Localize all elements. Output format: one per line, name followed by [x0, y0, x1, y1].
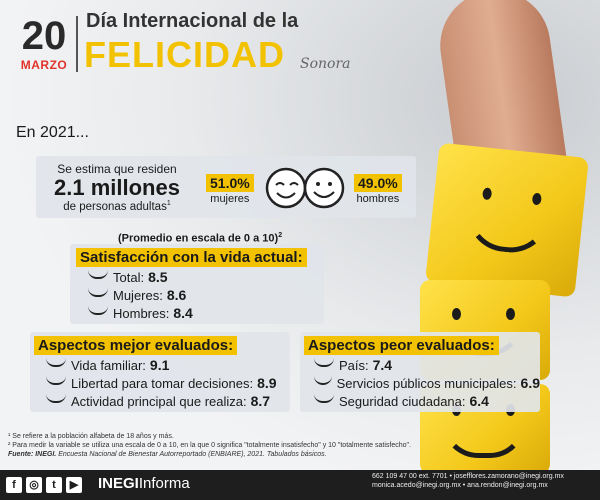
smile-bullet-icon — [88, 288, 108, 297]
list-item: Servicios públicos municipales: 6.9 — [314, 375, 540, 391]
list-item: Actividad principal que realiza: 8.7 — [46, 393, 290, 409]
population-panel: Se estima que residen 2.1 millones de pe… — [36, 156, 416, 218]
footnote-2: ² Para medir la variable se utiliza una … — [8, 442, 411, 449]
twitter-icon[interactable]: t — [46, 477, 62, 493]
list-item: Libertad para tomar decisiones: 8.9 — [46, 375, 290, 391]
women-label: mujeres — [210, 193, 250, 205]
list-item: Hombres: 8.4 — [88, 305, 324, 321]
title-line-1: Día Internacional de la — [86, 10, 299, 32]
smile-bullet-icon — [46, 394, 66, 403]
men-label: hombres — [356, 193, 400, 205]
satisfaction-title: Satisfacción con la vida actual: — [76, 248, 307, 267]
title-subtitle: Sonora — [300, 56, 351, 72]
inegi-informa-logo: INEGIInforma — [98, 475, 190, 492]
smile-bullet-icon — [88, 306, 108, 315]
population-line-1: Se estima que residen — [57, 162, 177, 176]
men-percent: 49.0% — [354, 174, 402, 192]
happy-faces-icon — [264, 166, 354, 210]
list-item: País: 7.4 — [314, 357, 540, 373]
smile-bullet-icon — [46, 376, 66, 385]
scale-note: (Promedio en escala de 0 a 10)2 — [118, 232, 283, 245]
satisfaction-panel: Satisfacción con la vida actual: Total: 8… — [70, 244, 324, 324]
footer-bar: f ◎ t ▶ INEGIInforma 662 109 47 00 ext. … — [0, 470, 600, 500]
event-date: 20 MARZO — [14, 16, 74, 72]
list-item: Vida familiar: 9.1 — [46, 357, 290, 373]
footnote-1: ¹ Se refiere a la población alfabeta de … — [8, 433, 174, 440]
facebook-icon[interactable]: f — [6, 477, 22, 493]
smile-bullet-icon — [314, 358, 334, 367]
women-percent: 51.0% — [206, 174, 254, 192]
contact-line-2: monica.acedo@inegi.org.mx • ana.rendon@i… — [372, 482, 548, 489]
men-share: 49.0% hombres — [354, 174, 402, 205]
population-text: Se estima que residen 2.1 millones de pe… — [42, 162, 192, 213]
youtube-icon[interactable]: ▶ — [66, 477, 82, 493]
worst-aspects-panel: Aspectos peor evaluados: País: 7.4 Servic… — [300, 332, 540, 412]
list-item: Seguridad ciudadana: 6.4 — [314, 393, 540, 409]
population-amount: 2.1 millones — [54, 175, 180, 200]
event-day: 20 — [21, 14, 67, 58]
population-line-3: de personas adultas1 — [63, 200, 171, 213]
list-item: Mujeres: 8.6 — [88, 287, 324, 303]
header-divider — [76, 16, 78, 72]
source-note: Fuente: INEGI. Encuesta Nacional de Bien… — [8, 451, 327, 458]
smile-bullet-icon — [314, 394, 334, 403]
contact-line-1: 662 109 47 00 ext. 7701 • josefflores.za… — [372, 473, 564, 480]
contact-info: 662 109 47 00 ext. 7701 • josefflores.za… — [372, 472, 594, 490]
smiley-cube-top — [425, 142, 589, 298]
best-aspects-panel: Aspectos mejor evaluados: Vida familiar:… — [30, 332, 290, 412]
smile-bullet-icon — [46, 358, 66, 367]
list-item: Total: 8.5 — [88, 269, 324, 285]
title-line-2: FELICIDAD — [84, 34, 285, 75]
event-month: MARZO — [20, 58, 68, 72]
social-links: f ◎ t ▶ — [6, 477, 82, 493]
smile-bullet-icon — [88, 270, 108, 279]
best-aspects-title: Aspectos mejor evaluados: — [34, 336, 238, 355]
footnotes: ¹ Se refiere a la población alfabeta de … — [8, 432, 411, 459]
year-label: En 2021... — [16, 124, 89, 141]
women-share: 51.0% mujeres — [206, 174, 254, 205]
instagram-icon[interactable]: ◎ — [26, 477, 42, 493]
worst-aspects-title: Aspectos peor evaluados: — [304, 336, 499, 355]
smile-bullet-icon — [314, 376, 332, 385]
